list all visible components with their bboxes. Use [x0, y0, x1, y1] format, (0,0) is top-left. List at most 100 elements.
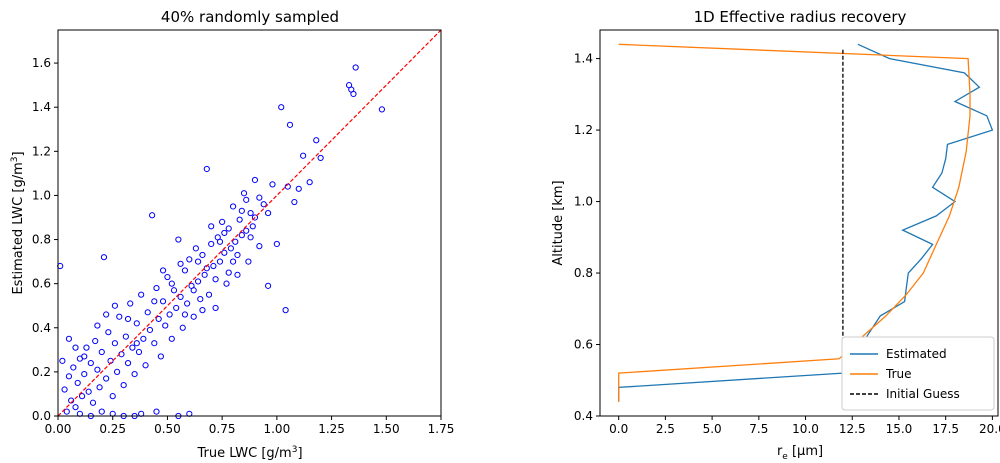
scatter-point — [190, 313, 197, 320]
scatter-point — [94, 322, 101, 329]
scatter-point — [159, 298, 167, 305]
scatter-point — [59, 357, 66, 364]
scatter-point — [378, 106, 386, 113]
y-tick-label: 0.8 — [574, 266, 593, 280]
scatter-point — [286, 121, 294, 128]
scatter-point — [65, 373, 73, 380]
scatter-point — [100, 254, 108, 261]
scatter-point — [234, 251, 241, 259]
scatter-point — [72, 344, 79, 351]
scatter-point — [127, 300, 134, 307]
scatter-point — [216, 258, 224, 265]
scatter-point — [256, 243, 263, 250]
scatter-point — [78, 393, 86, 400]
y-tick-label: 1.2 — [574, 123, 593, 137]
scatter-point — [227, 245, 234, 252]
y-tick-label: 1.4 — [574, 52, 593, 66]
scatter-point — [122, 333, 129, 340]
reference-line — [57, 29, 442, 417]
line-chart: 1D Effective radius recovery 0.0 2.5 5.0 7.… — [551, 8, 1000, 462]
scatter-point — [81, 353, 88, 360]
scatter-point — [229, 203, 237, 210]
scatter-point — [103, 375, 110, 382]
scatter-point — [109, 393, 116, 400]
chart2-x-ticks: 0.0 2.5 5.0 7.5 10.0 12.5 15.0 17.5 20.0 — [609, 416, 1000, 436]
scatter-point — [210, 262, 217, 270]
scatter-point — [249, 223, 256, 230]
x-tick-label: 0.00 — [45, 422, 72, 436]
scatter-chart: 40% randomly sampled 0.00 0.25 0.50 0.75 1.0… — [10, 8, 454, 461]
scatter-point — [317, 154, 324, 162]
scatter-point — [352, 64, 359, 71]
scatter-point — [192, 245, 199, 252]
scatter-point — [74, 379, 81, 387]
chart2-y-ticks: 0.4 0.6 0.8 1.0 1.2 1.4 — [574, 52, 600, 423]
scatter-point — [146, 326, 154, 334]
scatter-point — [265, 282, 272, 289]
y-tick-label: 1.0 — [32, 188, 51, 202]
scatter-point — [251, 214, 259, 221]
scatter-point — [168, 280, 175, 287]
scatter-point — [247, 234, 254, 241]
x-tick-label: 0.25 — [99, 422, 126, 436]
x-tick-label: 20.0 — [979, 422, 1000, 436]
scatter-point — [256, 194, 263, 201]
scatter-point — [306, 179, 313, 186]
x-tick-label: 12.5 — [839, 422, 866, 436]
scatter-point — [236, 216, 243, 223]
scatter-point — [194, 258, 202, 265]
x-tick-label: 10.0 — [792, 422, 819, 436]
scatter-point — [157, 353, 164, 360]
y-tick-label: 0.6 — [32, 277, 51, 291]
chart1-x-axis-label: True LWC [g/m3] — [196, 445, 302, 461]
scatter-point — [199, 307, 206, 314]
scatter-point — [184, 300, 191, 307]
scatter-point — [313, 137, 320, 144]
scatter-point — [208, 240, 215, 248]
scatter-point — [234, 271, 241, 278]
scatter-point — [89, 399, 97, 406]
scatter-point — [92, 337, 99, 345]
scatter-point — [247, 209, 254, 217]
scatter-point — [179, 324, 186, 331]
scatter-point — [173, 304, 180, 312]
scatter-point — [103, 311, 110, 318]
scatter-point — [181, 267, 189, 274]
scatter-point — [269, 181, 276, 188]
scatter-point — [83, 344, 90, 351]
chart1-title: 40% randomly sampled — [161, 8, 339, 26]
scatter-point — [291, 198, 298, 206]
scatter-point — [177, 293, 184, 300]
y-tick-label: 0.8 — [32, 233, 51, 247]
scatter-point — [223, 280, 230, 287]
scatter-point — [124, 315, 132, 323]
scatter-point — [96, 384, 103, 391]
scatter-point — [142, 362, 149, 369]
scatter-point — [151, 340, 158, 347]
scatter-point — [203, 165, 210, 173]
scatter-point — [98, 348, 105, 356]
scatter-point — [243, 196, 250, 203]
scatter-point — [219, 218, 226, 225]
scatter-point — [135, 348, 143, 356]
x-tick-label: 17.5 — [932, 422, 959, 436]
scatter-point — [138, 291, 145, 298]
y-tick-label: 1.0 — [574, 195, 593, 209]
scatter-point — [151, 298, 158, 305]
scatter-point — [124, 359, 132, 367]
scatter-point — [170, 287, 178, 294]
scatter-point — [232, 238, 239, 245]
scatter-point — [105, 329, 112, 336]
chart2-y-axis-label: Altitude [km] — [551, 180, 566, 265]
scatter-point — [94, 366, 101, 373]
scatter-point — [221, 249, 228, 256]
x-tick-label: 1.75 — [428, 422, 455, 436]
y-tick-label: 1.2 — [32, 144, 51, 158]
scatter-point — [181, 311, 189, 318]
x-tick-label: 0.0 — [609, 422, 628, 436]
scatter-point — [278, 104, 285, 111]
scatter-point — [199, 251, 206, 259]
scatter-point — [164, 273, 171, 281]
scatter-point — [300, 152, 307, 159]
